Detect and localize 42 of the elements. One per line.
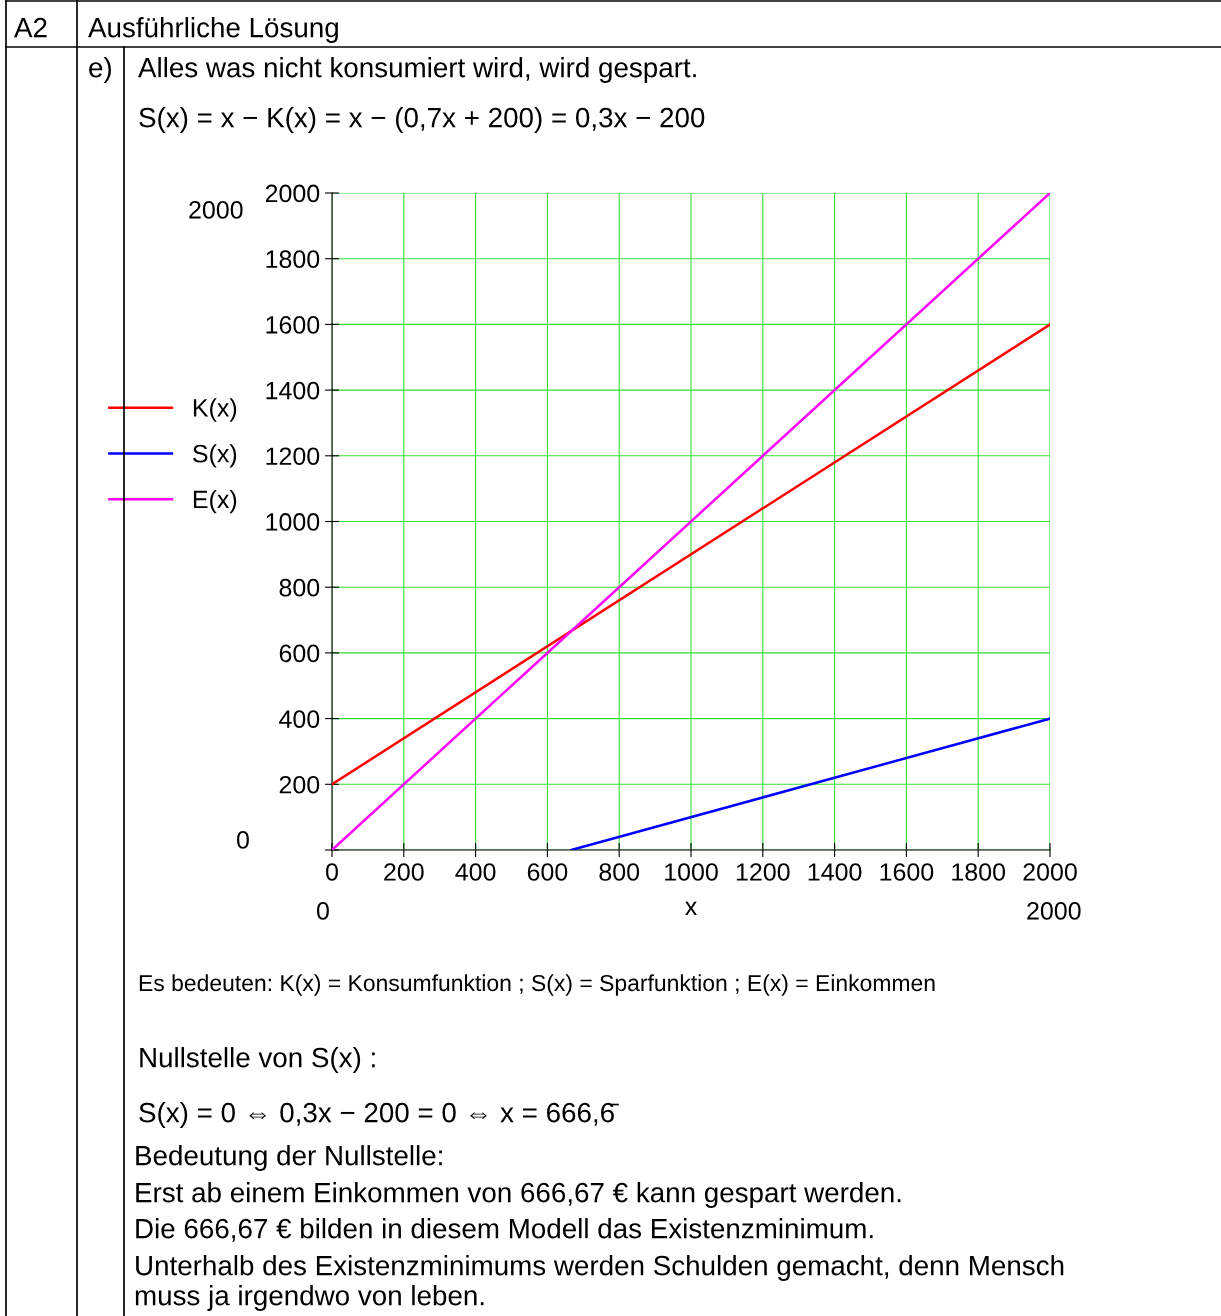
text: S(x) = 0 ⇔ 0,3x − 200 = 0 ⇔ x = 666,6̄ bbox=[139, 1102, 619, 1128]
y-tick-label: 1200 bbox=[266, 447, 320, 466]
x-tick-label: 1000 bbox=[665, 863, 718, 881]
x-tick-label: 400 bbox=[455, 863, 496, 881]
text: Erst ab einem Einkommen von 666,67 € kann gespart werden. bbox=[136, 1182, 901, 1208]
y-tick-label: 1600 bbox=[266, 316, 320, 334]
text: Ausführliche Lösung bbox=[88, 17, 338, 43]
x-tick-label: 200 bbox=[384, 863, 424, 881]
x-tick-label: 1200 bbox=[736, 863, 790, 881]
x-axis-title: x bbox=[685, 901, 697, 916]
x-tick-label: 1400 bbox=[808, 863, 862, 881]
y-tick-label: 400 bbox=[279, 710, 320, 728]
text: Bedeutung der Nullstelle: bbox=[136, 1145, 442, 1171]
text: Alles was nicht konsumiert wird, wird gespart. bbox=[138, 57, 696, 83]
legend-label: E(x) bbox=[193, 489, 237, 514]
text: e) bbox=[89, 57, 111, 83]
legend-label: K(x) bbox=[193, 398, 237, 422]
text: Die 666,67 € bilden in diesem Modell das Existenzminimum. bbox=[136, 1218, 873, 1242]
x-tick-label: 800 bbox=[599, 863, 640, 881]
y-tick-label: 2000 bbox=[265, 184, 320, 203]
text: Es bedeuten: K(x) = Konsumfunktion ; S(x) = Sparfunktion ; E(x) = Einkommen bbox=[139, 974, 935, 996]
text: 2000 bbox=[1027, 902, 1081, 920]
text: 0 bbox=[236, 831, 249, 849]
y-tick-label: 1800 bbox=[266, 250, 320, 268]
y-tick-label: 200 bbox=[279, 775, 320, 794]
y-tick-label: 800 bbox=[279, 578, 320, 597]
y-tick-label: 600 bbox=[279, 644, 320, 663]
text: 2000 bbox=[189, 201, 243, 219]
x-tick-label: 600 bbox=[527, 863, 568, 881]
legend-label: S(x) bbox=[193, 444, 237, 468]
text: Unterhalb des Existenzminimums werden Schulden gemacht, denn Mensch bbox=[136, 1255, 1064, 1281]
y-tick-label: 1000 bbox=[266, 513, 320, 531]
text: Nullstelle von S(x) : bbox=[140, 1047, 375, 1073]
x-tick-label: 2000 bbox=[1023, 863, 1077, 881]
x-tick-label: 0 bbox=[326, 863, 338, 881]
text: S(x) = x − K(x) = x − (0,7x + 200) = 0,3x − 200 bbox=[139, 107, 705, 133]
text: 0 bbox=[316, 902, 329, 920]
text: muss ja irgendwo von leben. bbox=[135, 1285, 484, 1311]
x-tick-label: 1600 bbox=[880, 863, 934, 881]
y-tick-label: 1400 bbox=[266, 381, 320, 400]
x-tick-label: 1800 bbox=[952, 863, 1006, 881]
text: A2 bbox=[14, 17, 47, 38]
